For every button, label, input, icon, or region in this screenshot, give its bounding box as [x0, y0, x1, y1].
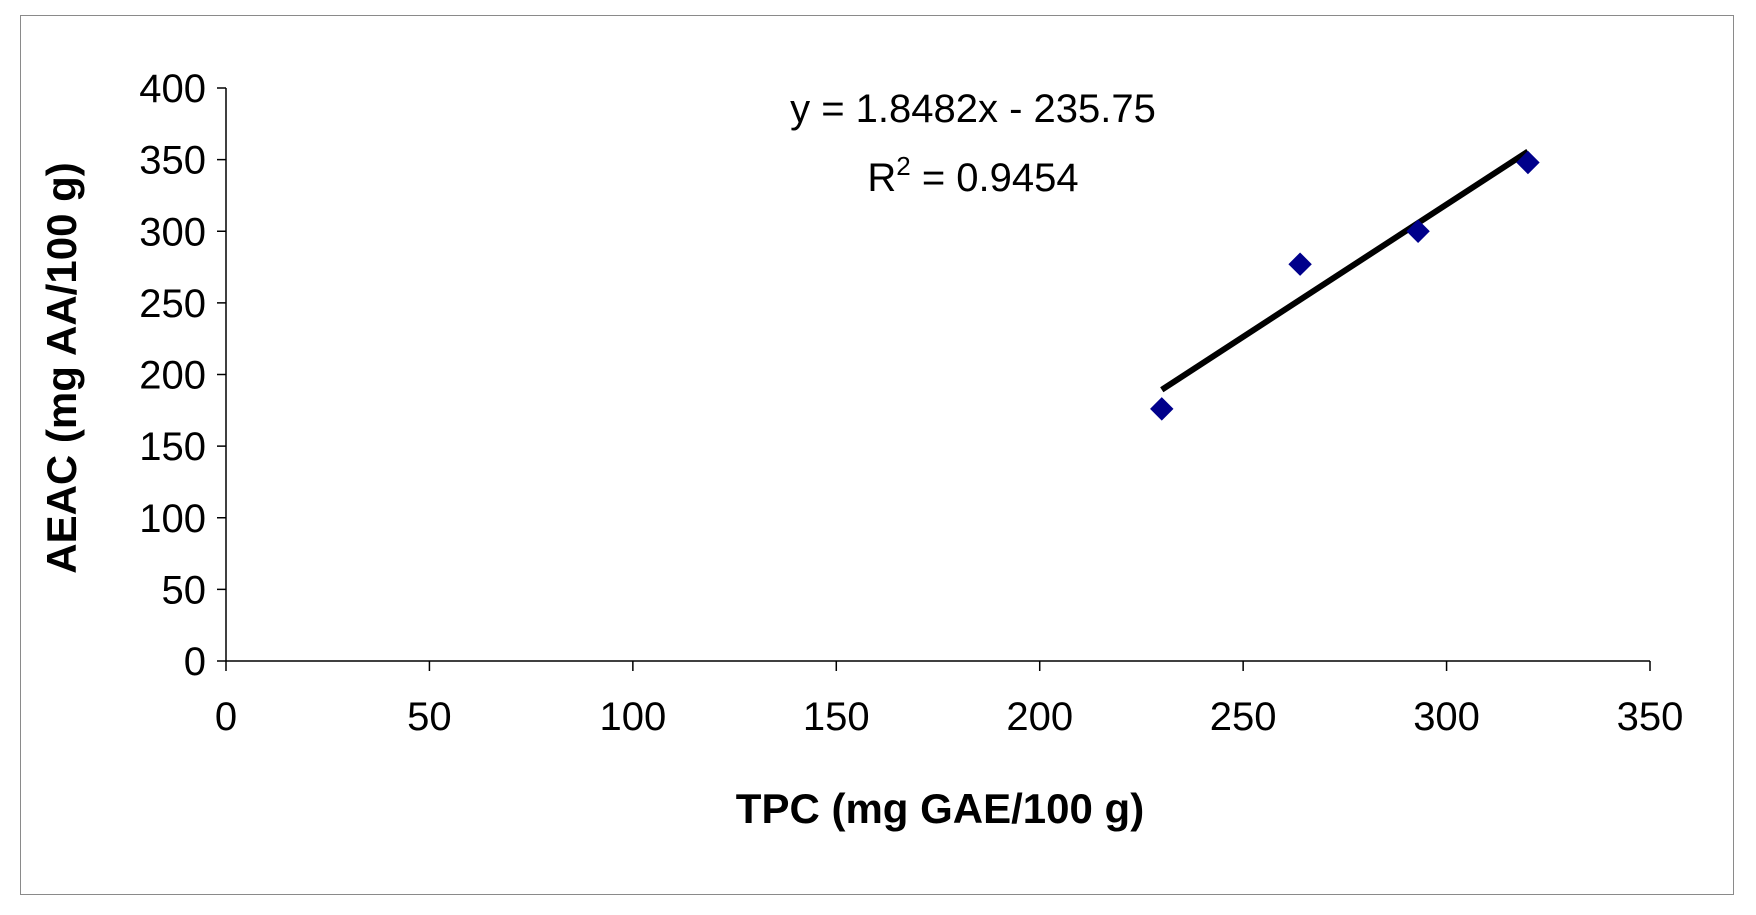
x-tick-label: 50 — [407, 695, 452, 739]
x-tick-label: 300 — [1413, 695, 1480, 739]
x-tick-label: 350 — [1617, 695, 1684, 739]
y-axis-ticks: 0 50 100 150 200 250 300 350 400 — [139, 67, 226, 684]
r2-prefix: R — [867, 156, 896, 200]
data-point — [1406, 219, 1430, 243]
y-tick-label: 150 — [139, 425, 206, 469]
trendline — [1160, 148, 1530, 393]
y-tick-label: 300 — [139, 210, 206, 254]
x-tick-label: 250 — [1210, 695, 1277, 739]
y-tick-label: 0 — [184, 640, 206, 684]
x-tick-label: 100 — [599, 695, 666, 739]
r2-superscript: 2 — [896, 151, 910, 181]
y-tick-label: 50 — [162, 568, 207, 612]
data-point — [1150, 397, 1174, 421]
chart-frame — [20, 15, 1734, 895]
data-points — [1150, 150, 1540, 421]
data-point — [1516, 150, 1540, 175]
r2-value: = 0.9454 — [911, 156, 1079, 200]
y-tick-label: 250 — [139, 282, 206, 326]
trendline-group — [1160, 148, 1530, 393]
trendline-equation: y = 1.8482x - 235.75 — [790, 87, 1156, 131]
y-tick-label: 100 — [139, 497, 206, 541]
data-point — [1288, 252, 1312, 276]
trendline-r-squared: R2 = 0.9454 — [867, 151, 1078, 200]
y-tick-label: 400 — [139, 67, 206, 111]
x-tick-label: 150 — [803, 695, 870, 739]
y-axis-title: AEAC (mg AA/100 g) — [38, 162, 85, 574]
y-tick-label: 200 — [139, 354, 206, 398]
x-axis-ticks: 0 50 100 150 200 250 300 350 — [215, 661, 1684, 739]
y-tick-label: 350 — [139, 139, 206, 183]
x-tick-label: 0 — [215, 695, 237, 739]
x-axis-title: TPC (mg GAE/100 g) — [736, 785, 1144, 832]
x-tick-label: 200 — [1006, 695, 1073, 739]
